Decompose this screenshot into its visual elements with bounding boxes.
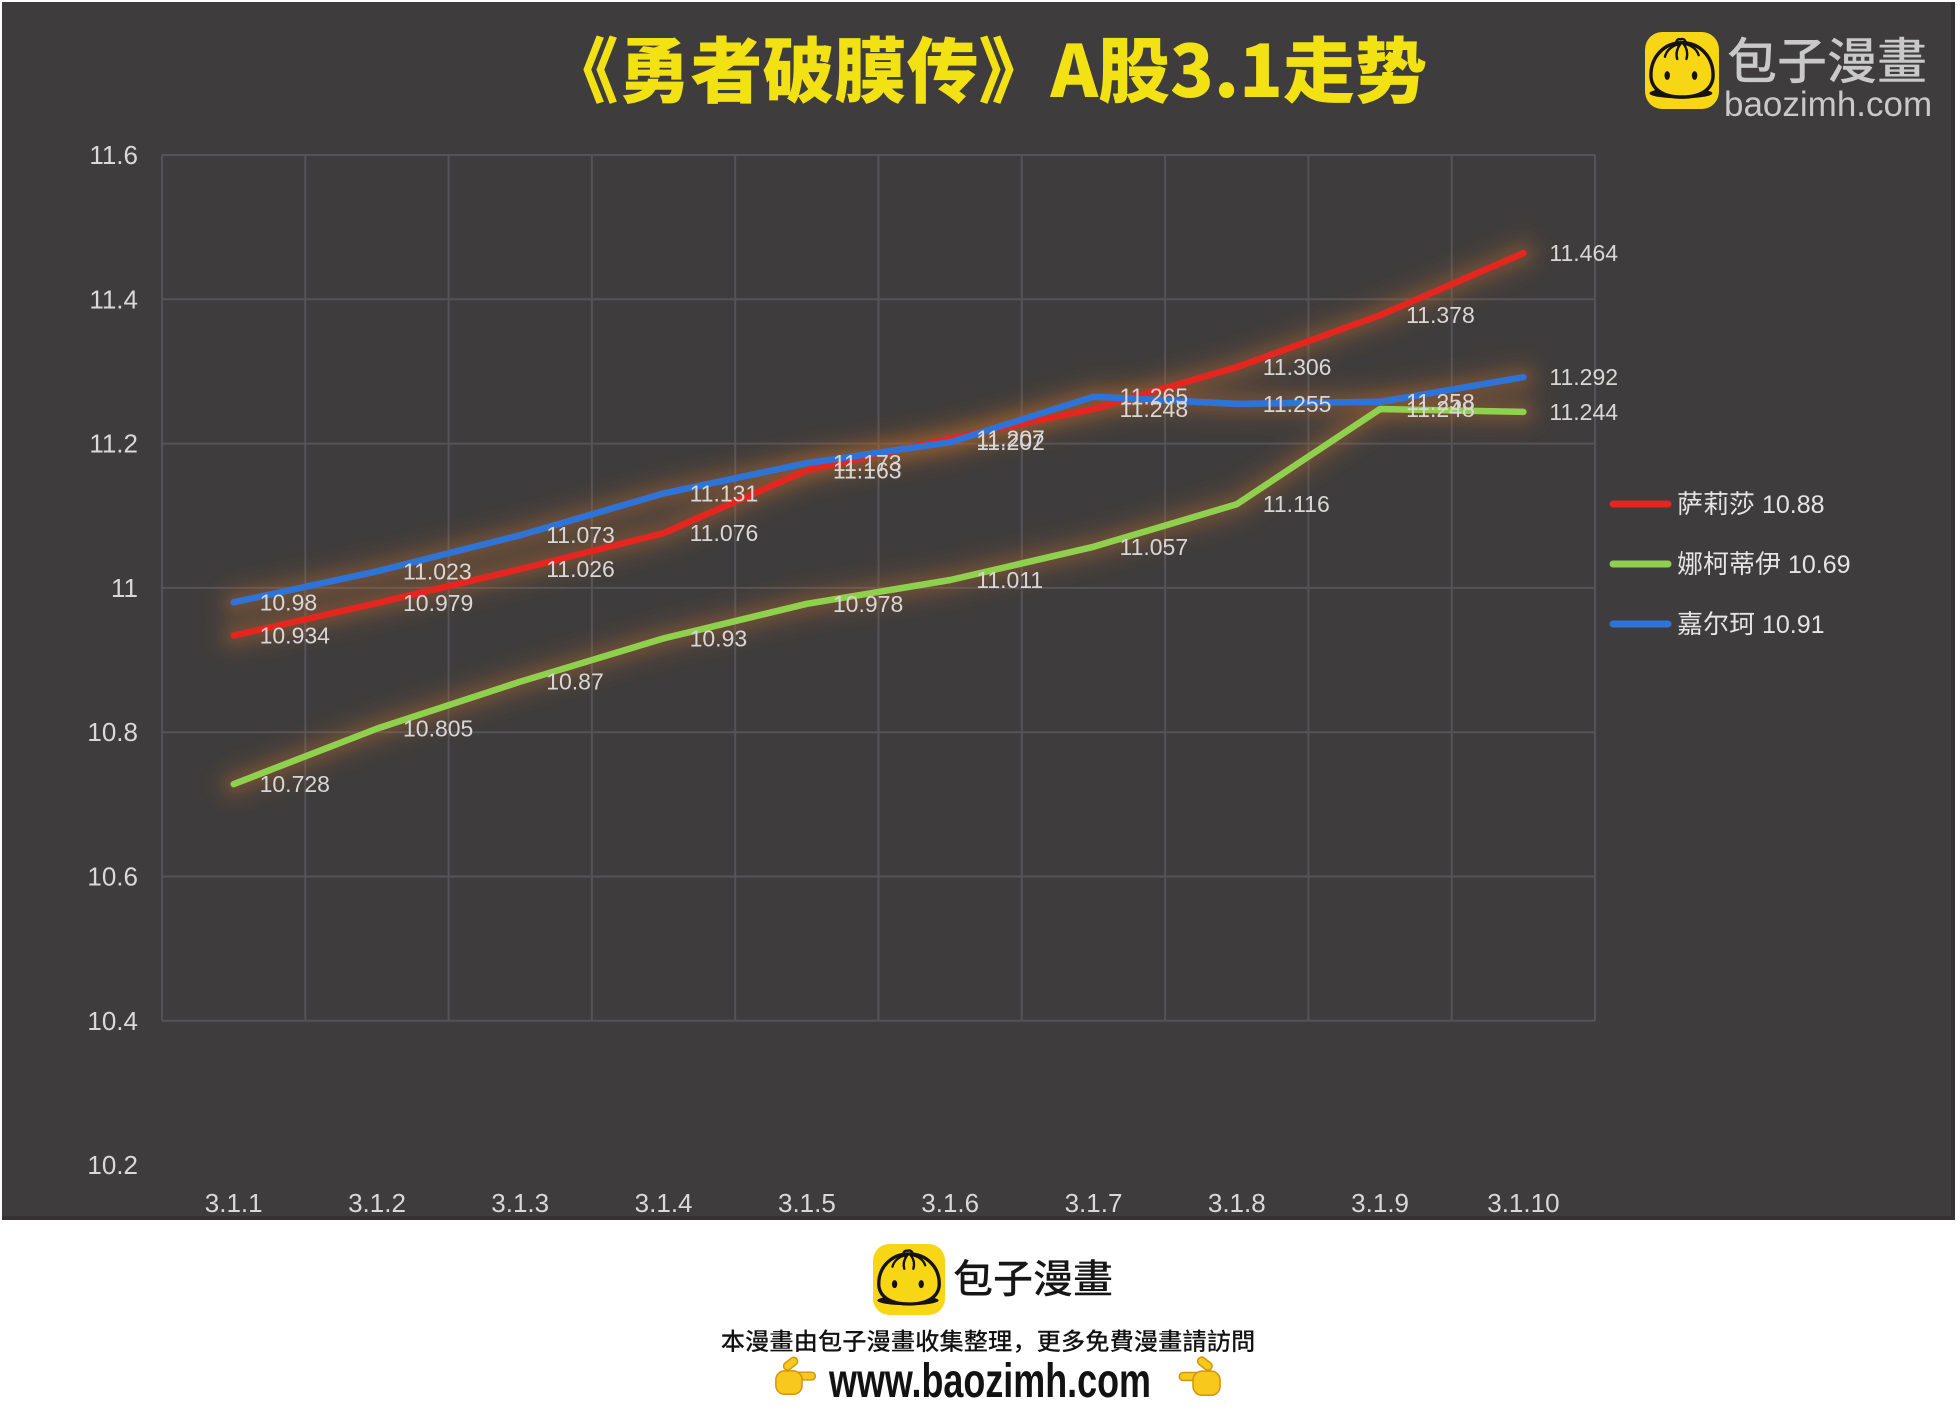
svg-text:11.057: 11.057	[1120, 534, 1189, 560]
svg-text:11.023: 11.023	[403, 558, 472, 584]
svg-text:3.1.2: 3.1.2	[348, 1188, 406, 1218]
svg-text:10.69: 10.69	[1788, 551, 1851, 579]
svg-text:10.91: 10.91	[1762, 611, 1825, 639]
svg-text:10.979: 10.979	[403, 590, 473, 616]
svg-text:11.265: 11.265	[1120, 384, 1189, 410]
svg-text:10.88: 10.88	[1762, 491, 1825, 519]
svg-text:3.1.4: 3.1.4	[635, 1188, 693, 1218]
svg-text:10.978: 10.978	[833, 591, 903, 617]
svg-text:3.1.10: 3.1.10	[1487, 1188, 1559, 1218]
svg-text:11.073: 11.073	[546, 522, 615, 548]
svg-text:3.1.1: 3.1.1	[205, 1188, 263, 1218]
svg-text:11.4: 11.4	[89, 284, 138, 314]
svg-text:10.2: 10.2	[87, 1150, 138, 1180]
svg-text:11: 11	[111, 573, 138, 603]
svg-text:11.6: 11.6	[89, 140, 138, 170]
svg-text:11.248: 11.248	[1120, 396, 1189, 422]
svg-text:10.4: 10.4	[87, 1006, 138, 1036]
svg-text:10.93: 10.93	[690, 625, 748, 651]
svg-text:3.1.9: 3.1.9	[1351, 1188, 1409, 1218]
svg-text:11.163: 11.163	[833, 457, 902, 483]
svg-text:11.131: 11.131	[690, 480, 759, 506]
svg-text:11.011: 11.011	[976, 567, 1043, 593]
svg-text:11.248: 11.248	[1406, 396, 1475, 422]
svg-text:10.805: 10.805	[403, 716, 473, 742]
svg-text:11.292: 11.292	[1549, 364, 1618, 390]
svg-text:11.306: 11.306	[1263, 354, 1332, 380]
svg-text:11.116: 11.116	[1263, 491, 1330, 517]
svg-text:10.87: 10.87	[546, 669, 604, 695]
svg-text:3.1.3: 3.1.3	[491, 1188, 549, 1218]
svg-text:11.258: 11.258	[1406, 389, 1475, 415]
svg-text:3.1.5: 3.1.5	[778, 1188, 836, 1218]
svg-text:11.244: 11.244	[1549, 399, 1618, 425]
svg-text:11.255: 11.255	[1263, 391, 1332, 417]
svg-text:3.1.6: 3.1.6	[921, 1188, 979, 1218]
svg-text:10.98: 10.98	[260, 589, 318, 615]
svg-text:11.076: 11.076	[690, 520, 759, 546]
svg-text:11.207: 11.207	[976, 426, 1045, 452]
svg-text:11.2: 11.2	[89, 429, 138, 459]
svg-text:10.6: 10.6	[87, 862, 138, 892]
svg-text:www.baozimh.com: www.baozimh.com	[828, 1355, 1151, 1408]
svg-text:11.378: 11.378	[1406, 302, 1475, 328]
svg-text:11.464: 11.464	[1549, 240, 1618, 266]
svg-text:10.728: 10.728	[260, 771, 330, 797]
svg-text:10.8: 10.8	[87, 717, 138, 747]
svg-text:baozimh.com: baozimh.com	[1724, 85, 1932, 124]
svg-text:3.1.7: 3.1.7	[1065, 1188, 1123, 1218]
svg-text:11.173: 11.173	[833, 450, 902, 476]
svg-text:10.934: 10.934	[260, 623, 331, 649]
svg-text:3.1.8: 3.1.8	[1208, 1188, 1266, 1218]
svg-text:11.026: 11.026	[546, 556, 615, 582]
svg-text:11.202: 11.202	[976, 429, 1045, 455]
